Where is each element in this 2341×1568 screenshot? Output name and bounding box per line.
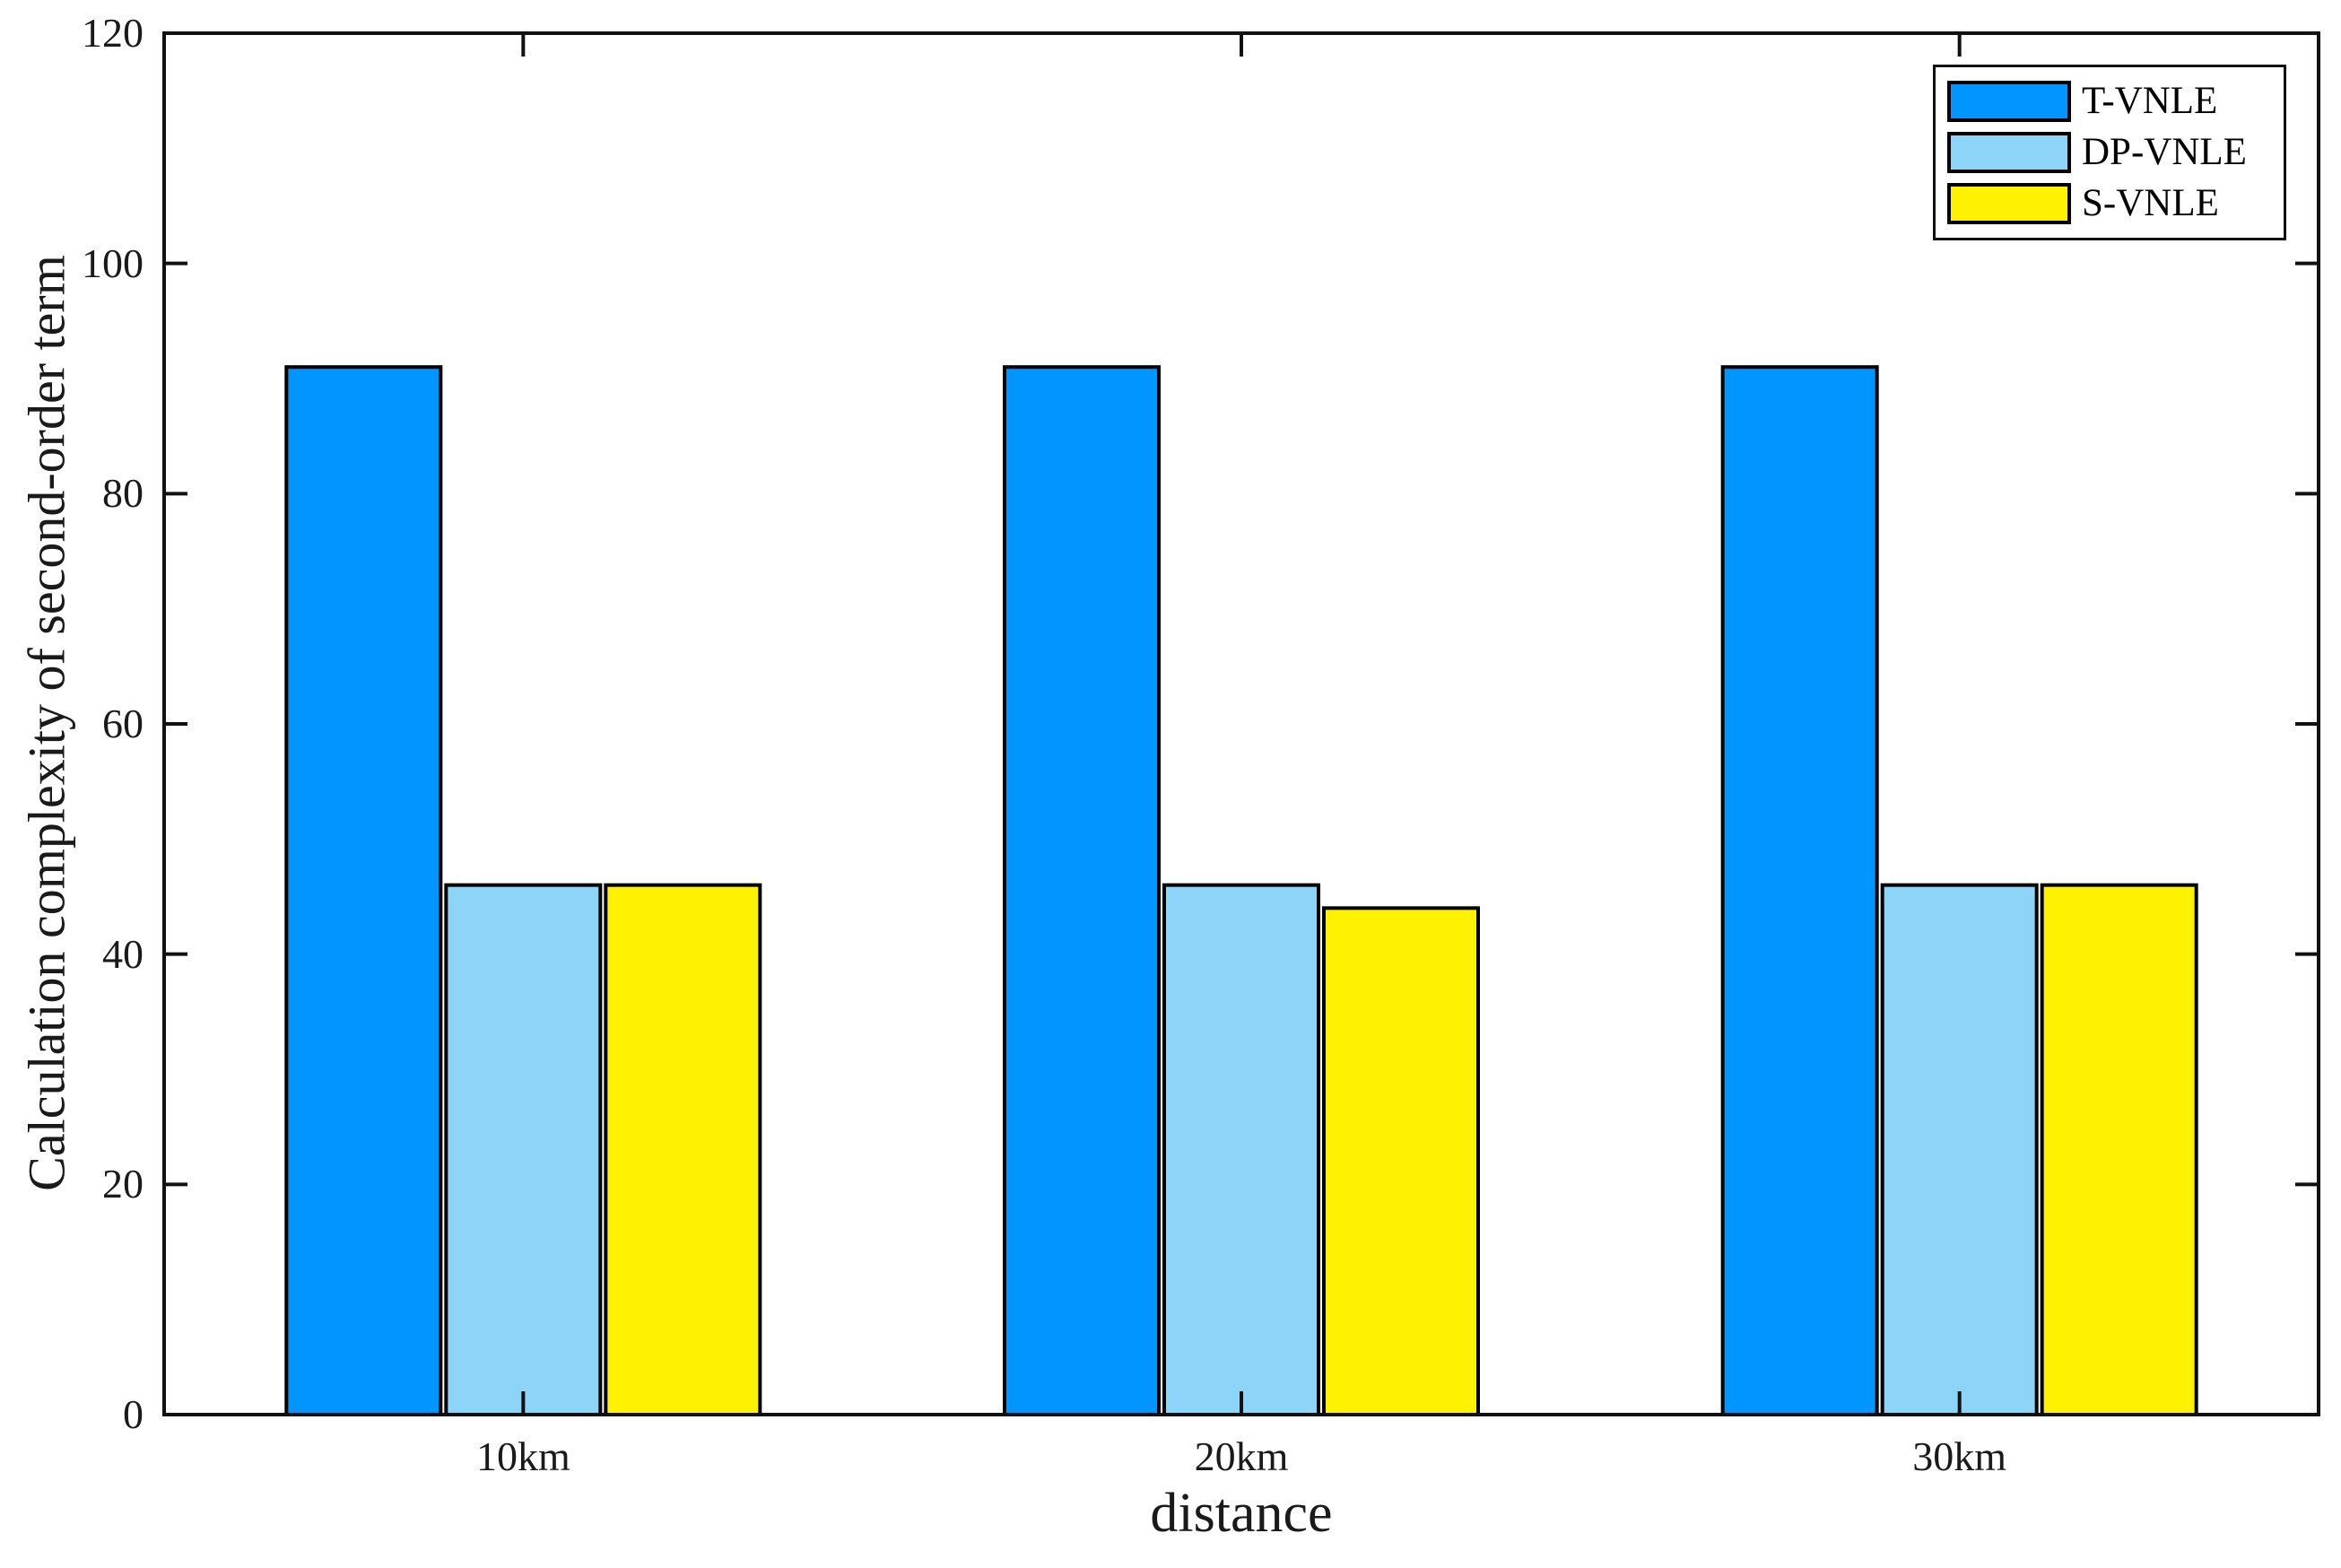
bar-t-vnle-10km (284, 365, 443, 1417)
bar-dp-vnle-20km (1162, 883, 1320, 1416)
legend-label-dp-vnle: DP-VNLE (2082, 131, 2247, 173)
legend-label-s-vnle: S-VNLE (2082, 182, 2219, 224)
legend-label-t-vnle: T-VNLE (2082, 80, 2218, 122)
y-tick-label: 40 (102, 930, 144, 977)
bar-s-vnle-20km (1322, 906, 1480, 1416)
x-axis-label: distance (1150, 1483, 1333, 1544)
bar-dp-vnle-10km (444, 883, 603, 1416)
x-category-label: 20km (1194, 1433, 1289, 1479)
legend-swatch-s-vnle (1947, 183, 2071, 224)
bar-s-vnle-10km (604, 883, 762, 1416)
y-tick-label: 60 (102, 701, 144, 746)
legend-item-t-vnle: T-VNLE (1936, 81, 2284, 122)
legend-swatch-dp-vnle (1947, 132, 2071, 173)
x-category-label: 10km (475, 1433, 570, 1479)
legend-item-dp-vnle: DP-VNLE (1936, 132, 2284, 173)
legend-item-s-vnle: S-VNLE (1936, 183, 2284, 224)
y-tick-label: 120 (82, 10, 144, 56)
bar-s-vnle-30km (2040, 883, 2198, 1416)
bar-t-vnle-20km (1003, 365, 1161, 1417)
y-tick-label: 100 (82, 240, 144, 286)
y-tick-label: 80 (102, 470, 144, 517)
y-tick-label: 20 (102, 1161, 144, 1207)
bar-t-vnle-30km (1720, 365, 1879, 1417)
legend-swatch-t-vnle (1947, 81, 2071, 122)
bar-dp-vnle-30km (1880, 883, 2039, 1416)
legend: T-VNLE DP-VNLE S-VNLE (1933, 65, 2286, 240)
x-category-label: 30km (1912, 1433, 2007, 1479)
y-tick-label: 0 (123, 1391, 144, 1437)
